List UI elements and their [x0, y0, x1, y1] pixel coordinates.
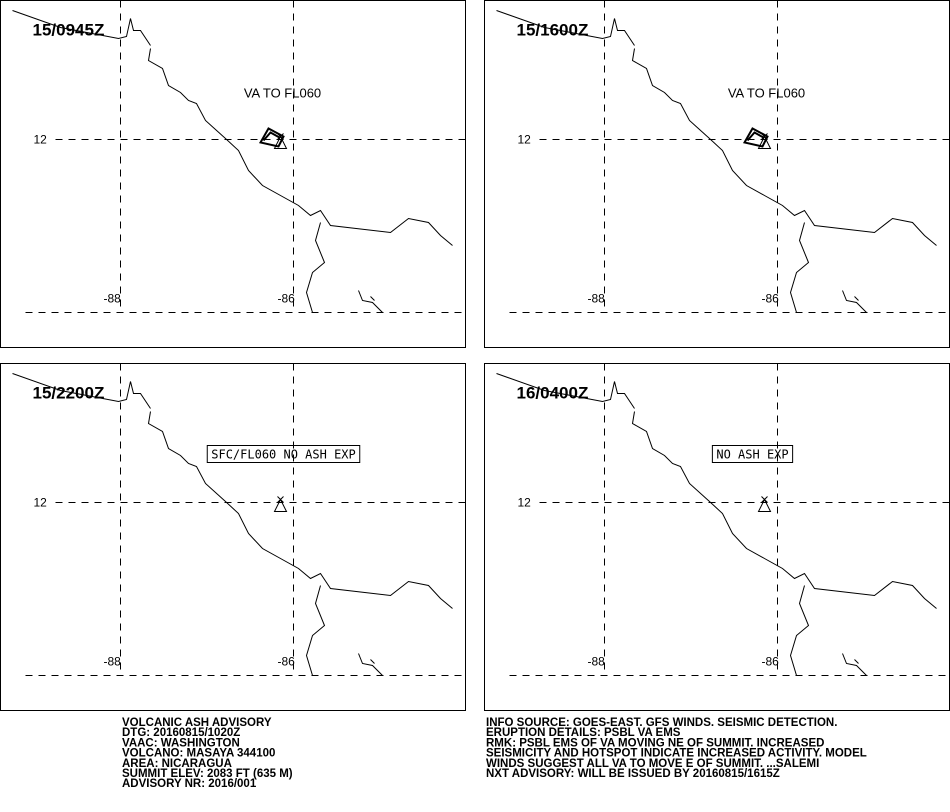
- annotation-box: [711, 445, 794, 463]
- lat-label: 12: [34, 496, 48, 510]
- lon-label: -88: [104, 292, 122, 306]
- ash-area: [258, 127, 285, 148]
- volcano-symbol: [273, 496, 288, 512]
- advisory-line: VOLCANO: MASAYA 344100: [122, 748, 275, 760]
- coastline: [305, 585, 326, 676]
- lat-label: 12: [34, 133, 48, 147]
- valid-time: 16/0400Z: [517, 384, 589, 403]
- lon-label: -88: [588, 655, 606, 669]
- coastline: [789, 585, 810, 676]
- annotation-box: [206, 445, 361, 463]
- coastline: [631, 411, 937, 609]
- coastline: [496, 373, 635, 409]
- valid-time: 15/0945Z: [33, 21, 105, 40]
- lon-label: -86: [762, 655, 780, 669]
- advisory-line: SUMMIT ELEV: 2083 FT (635 M): [122, 768, 293, 780]
- advisory-line: DTG: 20160815/1020Z: [122, 727, 240, 739]
- panel-frame: [0, 363, 466, 711]
- annotation: VA TO FL060: [728, 86, 805, 101]
- coastline: [12, 10, 151, 46]
- panel-frame: [484, 363, 950, 711]
- advisory-line: NXT ADVISORY: WILL BE ISSUED BY 20160815…: [486, 768, 780, 780]
- lat-label: 12: [518, 496, 532, 510]
- map-panel: 12 -88 -86 16/0400Z NO ASH EXP: [484, 363, 950, 711]
- ash-area: [742, 127, 769, 148]
- map-panel: 12 -88 -86 15/2200Z SFC/FL060 NO ASH EXP: [0, 363, 466, 711]
- lon-label: -86: [278, 655, 296, 669]
- advisory-line: INFO SOURCE: GOES-EAST. GFS WINDS. SEISM…: [486, 717, 837, 729]
- coastline: [358, 290, 383, 313]
- advisory-line: WINDS SUGGEST ALL VA TO MOVE E OF SUMMIT…: [486, 758, 819, 770]
- coastline: [147, 48, 453, 246]
- advisory-line: RMK: PSBL EMS OF VA MOVING NE OF SUMMIT.…: [486, 737, 824, 749]
- coastline: [631, 48, 937, 246]
- panel-frame: [0, 0, 466, 348]
- coastline: [789, 222, 810, 313]
- map-panel: 12 -88 -86 15/0945Z VA TO FL060: [0, 0, 466, 348]
- panel-frame: [484, 0, 950, 348]
- coastline: [305, 222, 326, 313]
- annotation: VA TO FL060: [244, 86, 321, 101]
- coastline: [842, 290, 867, 313]
- volcano-symbol: [757, 496, 772, 512]
- advisory-line: ERUPTION DETAILS: PSBL VA EMS: [486, 727, 681, 739]
- advisory-line: ADVISORY NR: 2016/001: [122, 778, 257, 790]
- coastline: [842, 653, 867, 676]
- lat-label: 12: [518, 133, 532, 147]
- lon-label: -88: [588, 292, 606, 306]
- valid-time: 15/1600Z: [517, 21, 589, 40]
- lon-label: -86: [278, 292, 296, 306]
- advisory-line: VOLCANIC ASH ADVISORY: [122, 717, 272, 729]
- advisory-line: AREA: NICARAGUA: [122, 758, 232, 770]
- coastline: [358, 653, 383, 676]
- valid-time: 15/2200Z: [33, 384, 105, 403]
- advisory-line: SEISMICITY AND HOTSPOT INDICATE INCREASE…: [486, 748, 867, 760]
- annotation: NO ASH EXP: [716, 448, 788, 462]
- lon-label: -88: [104, 655, 122, 669]
- lon-label: -86: [762, 292, 780, 306]
- coastline: [147, 411, 453, 609]
- map-panel: 12 -88 -86 15/1600Z VA TO FL060: [484, 0, 950, 348]
- advisory-line: VAAC: WASHINGTON: [122, 737, 240, 749]
- annotation: SFC/FL060 NO ASH EXP: [211, 448, 356, 462]
- coastline: [496, 10, 635, 46]
- coastline: [12, 373, 151, 409]
